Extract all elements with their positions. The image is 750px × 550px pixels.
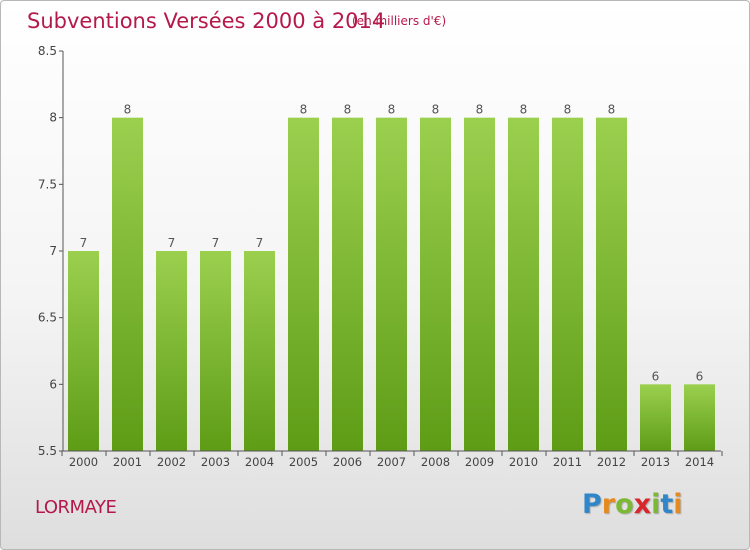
y-tick-label: 8.5 (38, 44, 57, 58)
bar (112, 117, 143, 452)
bar (156, 251, 187, 451)
chart-subtitle: (en milliers d'€) (352, 14, 447, 28)
proxiti-logo: Proxiti (582, 489, 683, 520)
logo-letter: i (673, 489, 683, 520)
logo-letter: t (660, 489, 674, 520)
y-tick-label: 6.5 (38, 311, 57, 325)
x-tick-label: 2014 (685, 455, 714, 469)
data-label: 7 (168, 236, 176, 250)
logo-letter: i (651, 489, 661, 520)
x-tick-label: 2005 (289, 455, 318, 469)
bar (288, 117, 319, 452)
data-label: 6 (696, 369, 704, 383)
x-tick-label: 2010 (509, 455, 538, 469)
data-label: 8 (344, 103, 352, 117)
logo-letter: r (601, 489, 616, 520)
x-tick-label: 2003 (201, 455, 230, 469)
y-tick-label: 6 (49, 377, 57, 391)
x-tick-label: 2001 (113, 455, 142, 469)
data-label: 8 (388, 103, 396, 117)
data-label: 8 (300, 103, 308, 117)
y-tick-label: 7 (49, 244, 57, 258)
x-tick-label: 2012 (597, 455, 626, 469)
x-tick-label: 2000 (69, 455, 98, 469)
logo-letter: o (615, 489, 634, 520)
x-tick-label: 2004 (245, 455, 274, 469)
bar (244, 251, 275, 451)
x-tick-label: 2007 (377, 455, 406, 469)
x-tick-label: 2008 (421, 455, 450, 469)
data-label: 7 (212, 236, 220, 250)
data-label: 7 (256, 236, 264, 250)
bar (596, 117, 627, 452)
data-label: 8 (608, 103, 616, 117)
x-tick-label: 2013 (641, 455, 670, 469)
bar (508, 117, 539, 452)
bar (68, 251, 99, 451)
x-tick-label: 2009 (465, 455, 494, 469)
bar (552, 117, 583, 452)
bar (332, 117, 363, 452)
data-label: 7 (80, 236, 88, 250)
x-tick-label: 2002 (157, 455, 186, 469)
logo-letter: x (633, 489, 652, 520)
bar (420, 117, 451, 452)
y-tick-label: 8 (49, 111, 57, 125)
x-tick-label: 2011 (553, 455, 582, 469)
chart-title: Subventions Versées 2000 à 2014 (27, 9, 386, 33)
bar (640, 384, 671, 451)
commune-name: LORMAYE (35, 497, 117, 518)
data-label: 8 (476, 103, 484, 117)
bar (376, 117, 407, 452)
y-tick-label: 7.5 (38, 177, 57, 191)
logo-letter: P (582, 489, 602, 520)
y-tick-label: 5.5 (38, 444, 57, 458)
bar (684, 384, 715, 451)
data-label: 8 (564, 103, 572, 117)
bar (464, 117, 495, 452)
data-label: 8 (432, 103, 440, 117)
bar (200, 251, 231, 451)
x-tick-label: 2006 (333, 455, 362, 469)
data-label: 8 (124, 103, 132, 117)
data-label: 8 (520, 103, 528, 117)
data-label: 6 (652, 369, 660, 383)
